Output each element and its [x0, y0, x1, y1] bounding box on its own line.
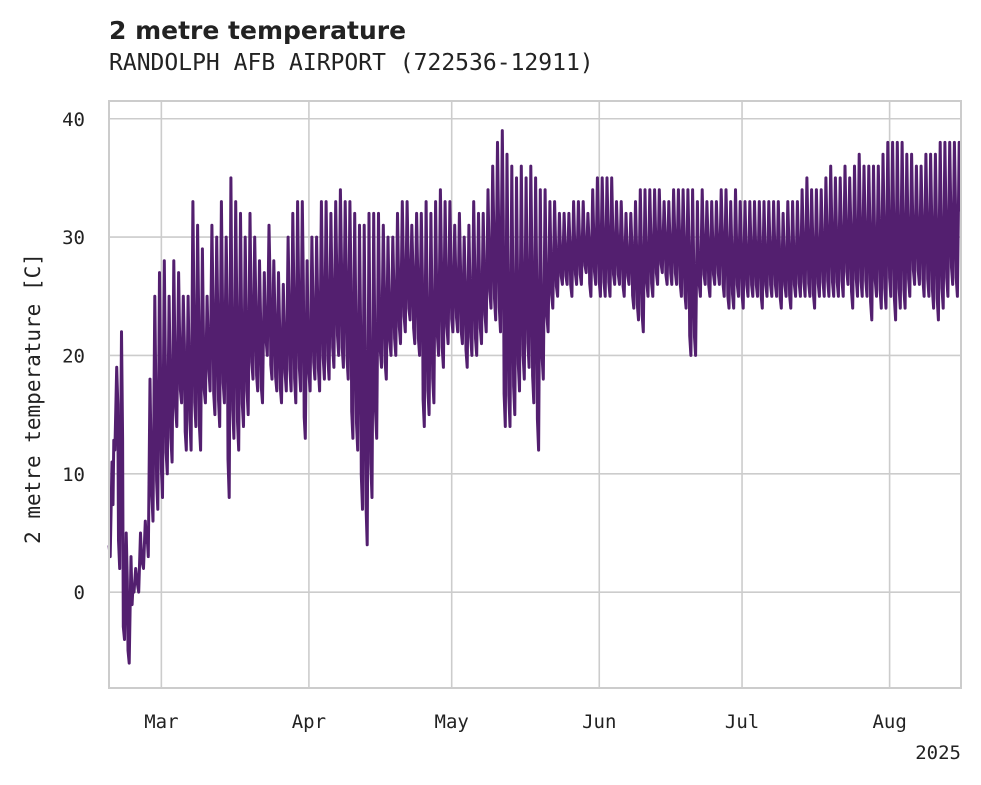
y-tick-labels: 0 10 20 30 40 — [62, 109, 85, 604]
x-tick-label: Jun — [582, 711, 616, 733]
x-tick-labels: Mar Apr May Jun Jul Aug — [144, 711, 907, 733]
y-tick-label: 30 — [62, 227, 85, 249]
x-tick-label: Jul — [725, 711, 759, 733]
plot-frame — [108, 100, 962, 689]
chart-subtitle: RANDOLPH AFB AIRPORT (722536-12911) — [109, 50, 594, 76]
y-tick-label: 40 — [62, 109, 85, 131]
chart-title: 2 metre temperature — [109, 16, 407, 45]
x-tick-label: Apr — [292, 711, 326, 733]
x-tick-label: Aug — [872, 711, 906, 733]
y-axis-label: 2 metre temperature [C] — [21, 253, 45, 544]
series-layer — [107, 129, 962, 665]
x-year-label: 2025 — [915, 742, 961, 764]
temperature-series-line — [107, 129, 962, 665]
x-tick-label: May — [435, 711, 469, 733]
y-tick-label: 0 — [74, 582, 85, 604]
y-tick-label: 20 — [62, 345, 85, 367]
y-tick-label: 10 — [62, 464, 85, 486]
x-tick-label: Mar — [144, 711, 178, 733]
